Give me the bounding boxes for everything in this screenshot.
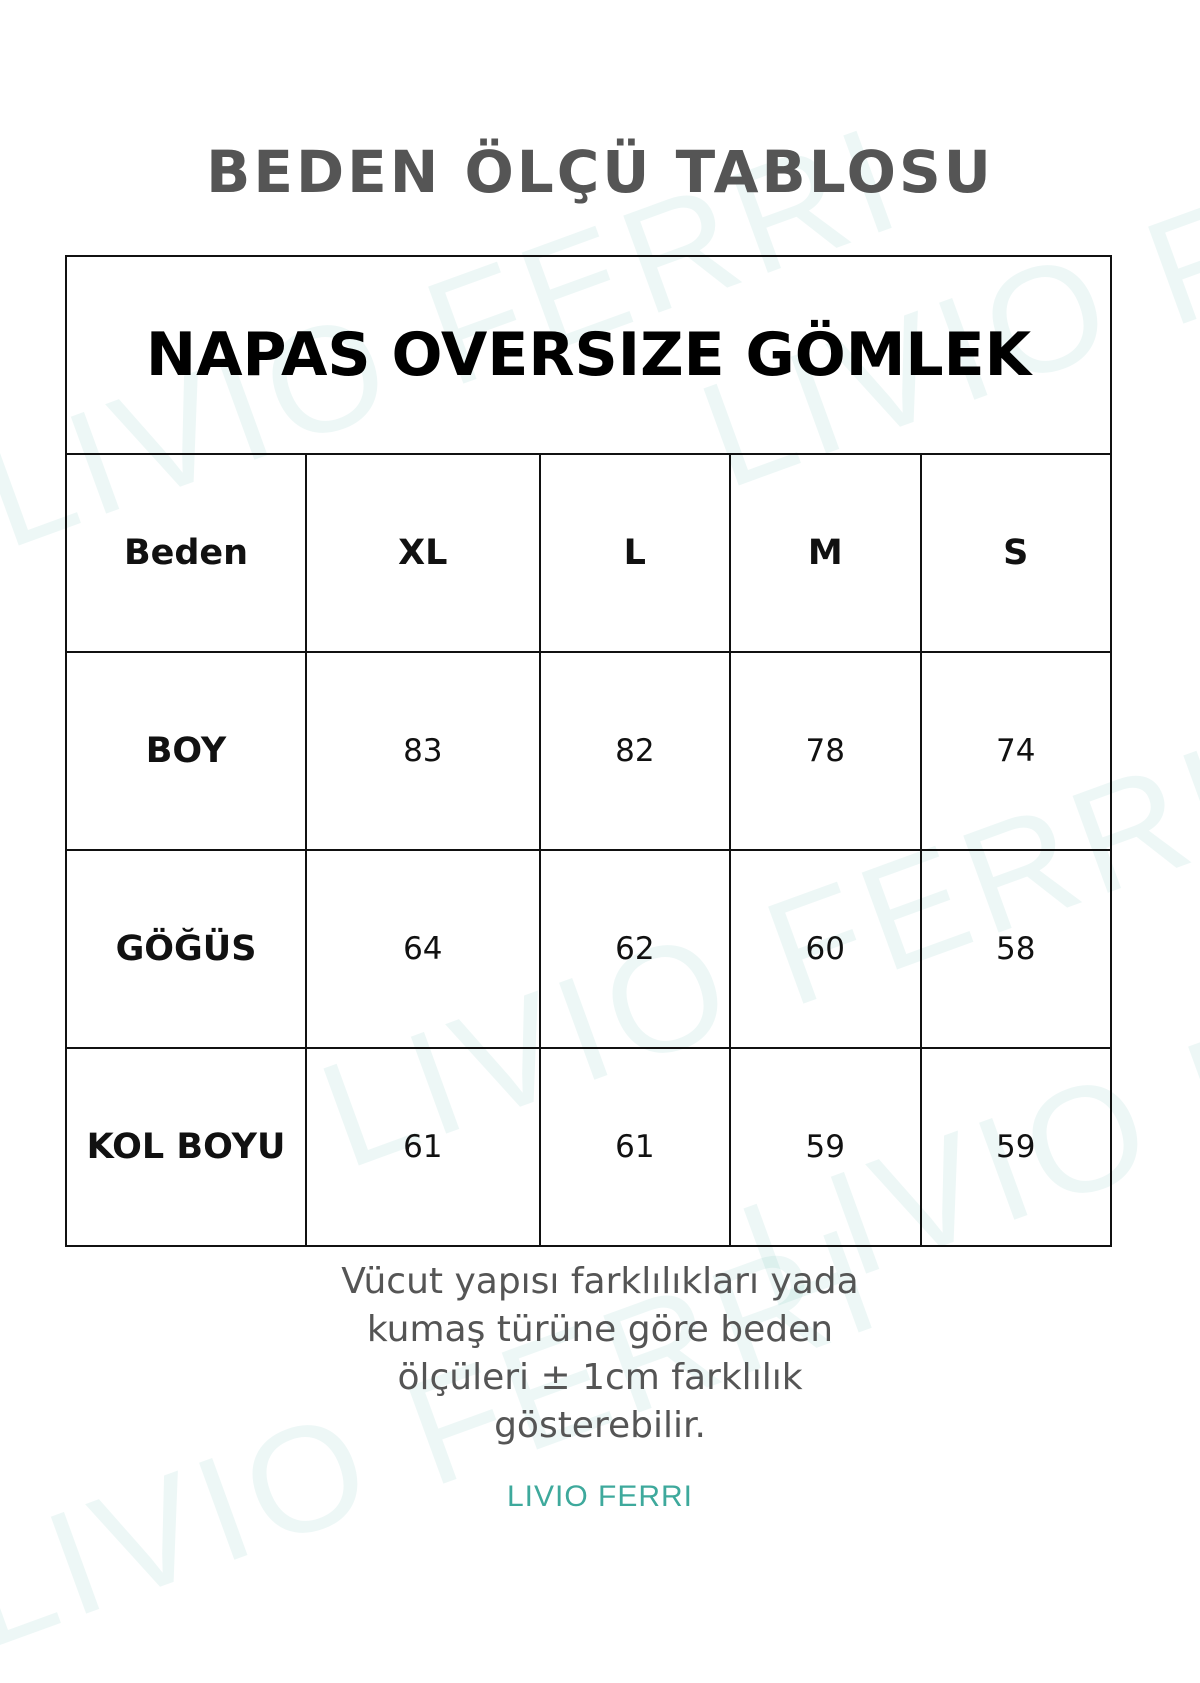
value-cell: 61 [538,1047,732,1247]
value-cell: 64 [305,849,541,1049]
size-chart-table: NAPAS OVERSIZE GÖMLEK Beden XL L M S BOY… [65,255,1112,1247]
value-cell: 62 [538,849,732,1049]
header-cell: Beden [65,453,307,653]
product-title: NAPAS OVERSIZE GÖMLEK [65,255,1112,455]
page-heading: BEDEN ÖLÇÜ TABLOSU [206,138,994,206]
row-label: KOL BOYU [65,1047,307,1247]
value-cell: 59 [919,1047,1112,1247]
header-cell: M [729,453,922,653]
disclaimer-note: Vücut yapısı farklılıkları yada kumaş tü… [341,1261,859,1446]
header-cell: S [919,453,1112,653]
value-cell: 59 [729,1047,922,1247]
row-label: BOY [65,651,307,851]
header-cell: XL [305,453,541,653]
table-row: GÖĞÜS 64 62 60 58 [65,849,1112,1049]
header-cell: L [538,453,732,653]
value-cell: 58 [919,849,1112,1049]
table-row: BOY 83 82 78 74 [65,651,1112,851]
header-row: Beden XL L M S [65,453,1112,653]
row-label: GÖĞÜS [65,849,307,1049]
value-cell: 74 [919,651,1112,851]
value-cell: 60 [729,849,922,1049]
table-row: KOL BOYU 61 61 59 59 [65,1047,1112,1247]
value-cell: 78 [729,651,922,851]
value-cell: 83 [305,651,541,851]
value-cell: 82 [538,651,732,851]
brand-logo: LIVIO FERRI [506,1480,694,1513]
value-cell: 61 [305,1047,541,1247]
